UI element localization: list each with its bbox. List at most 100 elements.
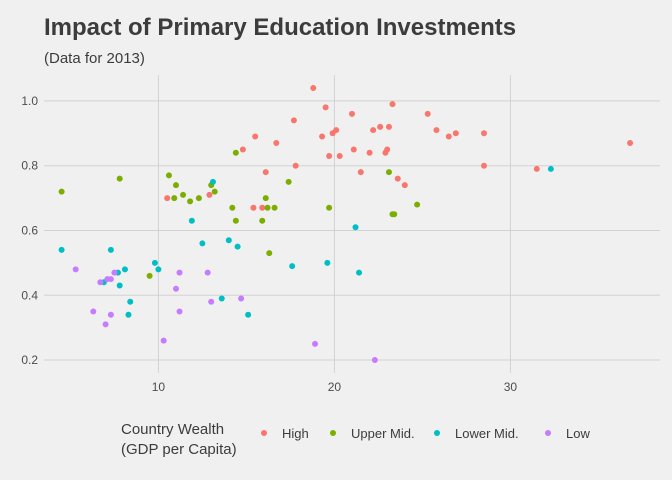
legend-item: Upper Mid. [330, 426, 415, 441]
data-point [180, 191, 187, 198]
y-tick-label: 0.2 [21, 353, 38, 367]
data-point [125, 311, 132, 318]
legend-marker [330, 430, 336, 436]
data-point [146, 272, 153, 279]
data-point [385, 123, 392, 130]
data-point [90, 308, 97, 315]
legend-label: Low [566, 426, 590, 441]
data-point [389, 101, 396, 108]
legend-label: Upper Mid. [351, 426, 415, 441]
data-point [481, 162, 487, 169]
data-point [252, 133, 259, 140]
data-point [322, 104, 329, 111]
data-point [264, 204, 271, 211]
data-point [107, 276, 114, 283]
data-point [259, 217, 266, 224]
data-point [336, 152, 343, 159]
legend-title-line1: Country Wealth [121, 421, 224, 438]
chart-subtitle: (Data for 2013) [44, 50, 145, 67]
data-point [627, 140, 634, 147]
data-point [225, 237, 232, 244]
data-point [391, 211, 398, 218]
x-axis-tick-labels: 10 20 30 [152, 380, 518, 394]
data-point [377, 123, 384, 130]
data-point [218, 295, 225, 302]
data-point [385, 169, 392, 176]
data-point [370, 127, 377, 134]
data-point [102, 321, 109, 328]
data-point [232, 149, 239, 156]
data-point [433, 127, 440, 134]
data-point [384, 146, 391, 153]
data-point [250, 204, 257, 211]
series-high [164, 84, 634, 211]
data-point [285, 178, 292, 185]
data-point [165, 172, 172, 179]
y-tick-label: 0.6 [21, 223, 38, 237]
data-point [234, 243, 241, 250]
legend-title-line2: (GDP per Capita) [121, 441, 237, 458]
data-point [151, 259, 158, 266]
x-tick-label: 20 [328, 380, 342, 394]
data-point [229, 204, 236, 211]
series-low [72, 266, 378, 364]
series-upper-mid [58, 149, 421, 279]
data-point [160, 337, 167, 344]
data-point [350, 146, 357, 153]
data-point [97, 279, 104, 286]
data-point [206, 191, 213, 198]
chart-title: Impact of Primary Education Investments [44, 14, 517, 41]
data-point [349, 110, 355, 117]
data-point [208, 298, 215, 305]
data-point [58, 246, 65, 253]
data-point [424, 110, 431, 117]
data-point [547, 165, 554, 172]
data-point [58, 188, 65, 195]
data-point [273, 140, 280, 147]
legend-marker [545, 430, 551, 436]
data-point [324, 259, 331, 266]
data-point [259, 204, 266, 211]
data-point [292, 162, 299, 169]
legend-label: Lower Mid. [455, 426, 519, 441]
data-point [195, 195, 202, 202]
data-point [357, 169, 364, 176]
data-point [266, 250, 273, 257]
data-point [414, 201, 421, 208]
data-point [401, 182, 408, 189]
data-point [238, 295, 245, 302]
data-point [533, 165, 540, 172]
data-point [164, 195, 171, 202]
data-point [116, 175, 123, 182]
data-point [290, 117, 297, 124]
data-point [239, 146, 246, 153]
data-point [111, 269, 118, 276]
y-tick-label: 0.4 [21, 288, 38, 302]
legend-label: High [282, 426, 309, 441]
data-point [107, 246, 114, 253]
data-point [121, 266, 128, 273]
data-point [188, 217, 195, 224]
legend-marker [261, 430, 267, 436]
legend: Country Wealth (GDP per Capita) High Uppe… [121, 421, 590, 458]
y-tick-label: 0.8 [21, 159, 38, 173]
data-point [481, 130, 487, 137]
data-point [452, 130, 459, 137]
data-point [171, 195, 178, 202]
data-point [204, 269, 211, 276]
data-point [319, 133, 326, 140]
data-point [326, 204, 333, 211]
data-point [356, 269, 363, 276]
data-point [262, 169, 269, 176]
data-point [371, 357, 378, 364]
data-point [116, 282, 123, 289]
data-point [176, 308, 183, 315]
data-point [312, 340, 319, 347]
data-point [173, 182, 179, 189]
data-point [107, 311, 114, 318]
data-point [366, 149, 373, 156]
legend-marker [434, 430, 440, 436]
data-point [72, 266, 79, 273]
legend-item: High [261, 426, 309, 441]
x-tick-label: 30 [504, 380, 518, 394]
